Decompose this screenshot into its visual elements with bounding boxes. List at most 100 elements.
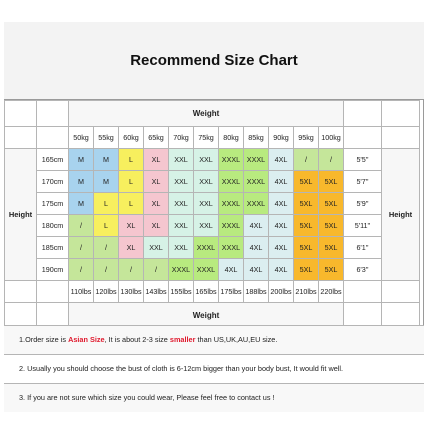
height-ft: 5'9'' [343,192,382,215]
size-cell: 5XL [318,170,344,193]
weight-kg: 85kg [243,126,269,149]
size-cell: XXXL [168,258,194,281]
size-cell: 5XL [293,258,319,281]
size-cell: 5XL [293,214,319,237]
size-cell: XXL [168,192,194,215]
size-cell: L [118,170,144,193]
size-cell: XXXL [218,192,244,215]
height-cm: 180cm [36,214,69,237]
size-cell: XXXL [193,236,219,259]
size-cell: XXXL [218,236,244,259]
size-cell: XXL [168,236,194,259]
blank-cell [4,100,37,127]
weight-kg: 65kg [143,126,169,149]
size-cell: XXL [193,170,219,193]
weight-lbs: 143lbs [143,280,169,303]
size-cell: XXL [193,214,219,237]
chart-title: Recommend Size Chart [130,52,298,69]
size-cell: / [143,258,169,281]
weight-header-top: Weight [68,100,344,127]
height-ft: 5'11'' [343,214,382,237]
weight-lbs: 210lbs [293,280,319,303]
note-text: 1.Order size is [19,335,69,344]
size-cell: XXXL [193,258,219,281]
size-cell: 5XL [318,258,344,281]
size-cell: / [93,236,119,259]
blank-cell [381,280,420,303]
size-cell: XL [143,214,169,237]
blank-cell [381,100,420,127]
size-cell: XXXL [218,148,244,171]
size-cell: XXXL [218,214,244,237]
height-ft: 6'3'' [343,258,382,281]
size-cell: 4XL [268,236,294,259]
blank-cell [343,126,382,149]
note-1: 1.Order size is Asian Size, It is about … [4,325,424,354]
size-cell: / [68,258,94,281]
blank-cell [36,100,69,127]
title-area: Recommend Size Chart [4,22,424,100]
blank-cell [4,126,37,149]
size-cell: 5XL [293,170,319,193]
size-cell: 4XL [268,192,294,215]
size-cell: XXL [168,148,194,171]
size-cell: M [68,148,94,171]
size-cell: / [93,258,119,281]
size-row: Height 165cm M M L XL XXL XXL XXXL XXXL 4XL //5'5''… [4,148,420,281]
blank-cell [343,302,382,328]
note-2: 2. Usually you should choose the bust of… [4,354,424,383]
note-highlight: smaller [169,335,196,344]
height-cm: 185cm [36,236,69,259]
note-highlight: Asian Size [68,335,105,344]
height-label-right: Height [381,148,420,281]
weight-lbs: 200lbs [268,280,294,303]
size-cell: 4XL [243,258,269,281]
size-cell: 4XL [243,214,269,237]
blank-cell [36,302,69,328]
weight-lbs: 110lbs [68,280,94,303]
weight-lbs: 188lbs [243,280,269,303]
size-cell: L [93,192,119,215]
blank-cell [381,302,420,328]
size-cell: 5XL [318,236,344,259]
size-cell: / [118,258,144,281]
height-ft: 6'1'' [343,236,382,259]
weight-lbs: 220lbs [318,280,344,303]
size-cell: 4XL [268,214,294,237]
weight-kg: 60kg [118,126,144,149]
size-cell: / [293,148,319,171]
size-row: 180cm / L XL XL XXL XXL XXXL 4XL 4XL 5XL 5XL 5'11'' [5,214,420,237]
size-cell: / [318,148,344,171]
size-cell: 5XL [318,214,344,237]
size-cell: 5XL [293,192,319,215]
size-cell: L [118,148,144,171]
size-cell: 4XL [268,258,294,281]
weight-kg: 70kg [168,126,194,149]
note-text: than US,UK,AU,EU size. [195,335,278,344]
weight-lbs: 120lbs [93,280,119,303]
size-cell: XL [143,148,169,171]
size-cell: 5XL [293,236,319,259]
size-cell: L [93,214,119,237]
weight-kg: 95kg [293,126,319,149]
blank-cell [381,126,420,149]
weight-kg: 100kg [318,126,344,149]
height-cm: 165cm [36,148,69,171]
size-cell: XXXL [243,148,269,171]
height-ft: 5'5'' [343,148,382,171]
size-row: 175cm M L L XL XXL XXL XXXL XXXL 4XL 5XL 5XL 5'9'' [5,192,420,215]
size-cell: L [118,192,144,215]
size-cell: M [93,148,119,171]
weight-lbs: 175lbs [218,280,244,303]
height-cm: 175cm [36,192,69,215]
weight-lbs: 165lbs [193,280,219,303]
height-label-left: Height [4,148,37,281]
size-cell: 4XL [268,148,294,171]
note-text: , It is about 2-3 size [104,335,170,344]
notes-section: 1.Order size is Asian Size, It is about … [4,325,424,412]
height-cm: 190cm [36,258,69,281]
size-row: 190cm / / / / XXXL XXXL 4XL 4XL 4XL 5XL 5XL 6'3'' [5,258,420,281]
size-cell: XXXL [243,170,269,193]
size-cell: XL [118,236,144,259]
size-cell: 5XL [318,192,344,215]
